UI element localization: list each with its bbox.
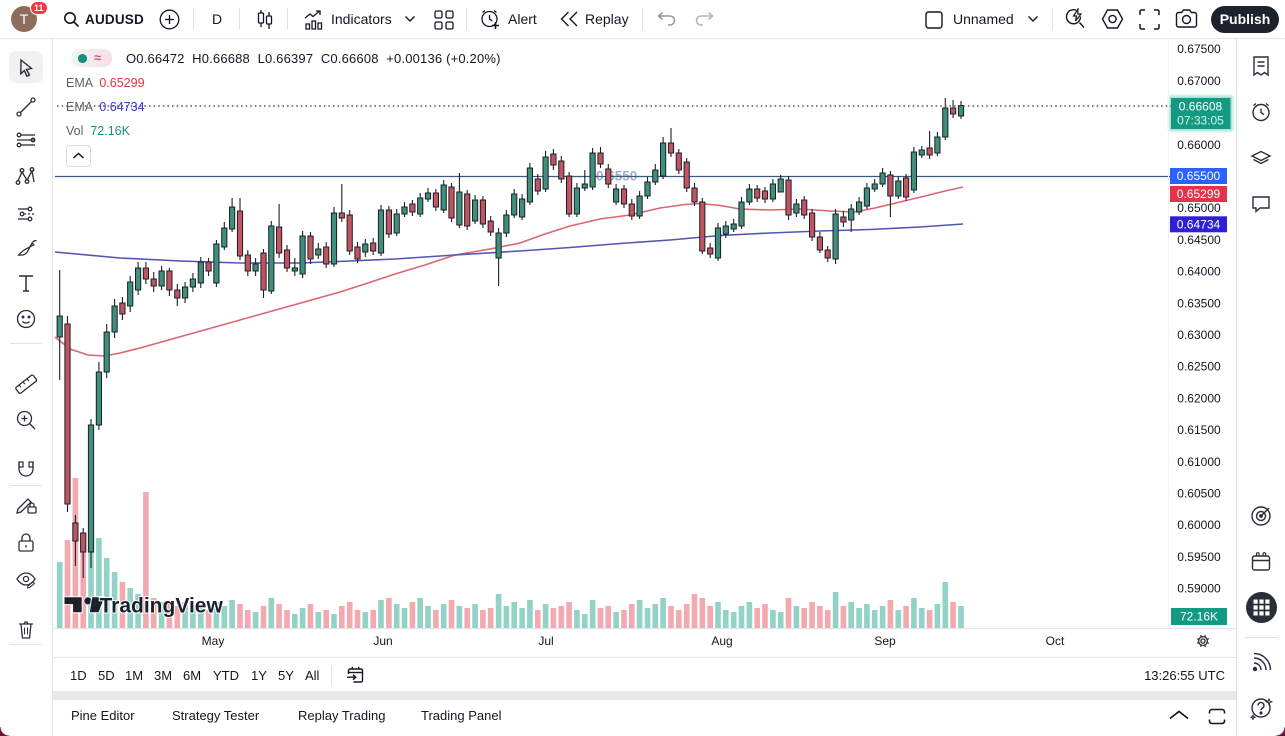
- svg-text:0.64500: 0.64500: [1177, 233, 1221, 247]
- svg-text:0.67000: 0.67000: [1177, 74, 1221, 88]
- svg-text:Aug: Aug: [711, 634, 732, 648]
- svg-text:0.62000: 0.62000: [1177, 391, 1221, 405]
- svg-text:0.60000: 0.60000: [1177, 518, 1221, 532]
- svg-text:0.65000: 0.65000: [1177, 201, 1221, 215]
- svg-text:0.64000: 0.64000: [1177, 265, 1221, 279]
- svg-text:0.61000: 0.61000: [1177, 455, 1221, 469]
- svg-text:0.66000: 0.66000: [1177, 138, 1221, 152]
- svg-text:0.65299: 0.65299: [1177, 187, 1221, 201]
- svg-text:0.59500: 0.59500: [1177, 550, 1221, 564]
- svg-text:07:33:05: 07:33:05: [1177, 114, 1224, 128]
- svg-text:May: May: [202, 634, 225, 648]
- svg-text:0.64734: 0.64734: [1177, 218, 1221, 232]
- svg-text:0.65500: 0.65500: [1177, 169, 1221, 183]
- svg-text:0.63500: 0.63500: [1177, 296, 1221, 310]
- svg-text:Jul: Jul: [538, 634, 553, 648]
- svg-text:72.16K: 72.16K: [1180, 610, 1218, 624]
- svg-text:TradingView: TradingView: [100, 595, 224, 618]
- svg-text:0.60500: 0.60500: [1177, 487, 1221, 501]
- svg-text:0.62500: 0.62500: [1177, 360, 1221, 374]
- svg-text:0.61500: 0.61500: [1177, 423, 1221, 437]
- svg-text:Jun: Jun: [373, 634, 392, 648]
- svg-text:0.66608: 0.66608: [1179, 100, 1223, 114]
- svg-text:0.67500: 0.67500: [1177, 42, 1221, 56]
- svg-text:0.59000: 0.59000: [1177, 582, 1221, 596]
- svg-text:0.63000: 0.63000: [1177, 328, 1221, 342]
- svg-text:Sep: Sep: [874, 634, 896, 648]
- svg-text:Oct: Oct: [1046, 634, 1065, 648]
